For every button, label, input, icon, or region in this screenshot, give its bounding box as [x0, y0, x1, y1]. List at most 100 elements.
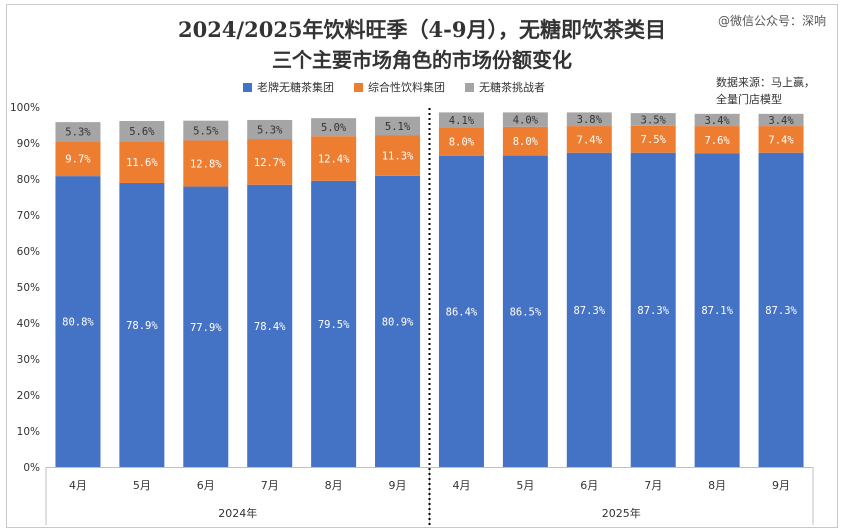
data-label-series-1: 86.4% [446, 306, 478, 318]
bar-segment-series-2 [55, 141, 101, 177]
y-tick-label: 60% [17, 246, 40, 258]
bar-segment-series-1 [630, 152, 676, 467]
data-label-series-1: 78.9% [126, 320, 158, 332]
legend-swatch-series-2 [354, 82, 363, 92]
data-label-series-1: 87.1% [701, 305, 733, 317]
source-note: 数据来源：马上赢， 全量门店模型 [716, 74, 815, 108]
bar-segment-series-1 [438, 155, 484, 467]
x-tick-label: 8月 [325, 479, 343, 492]
legend-label-series-3: 无糖茶挑战者 [479, 81, 545, 94]
bar-segment-series-2 [375, 135, 421, 176]
y-tick-label: 30% [17, 354, 40, 366]
y-tick-label: 40% [17, 318, 40, 330]
data-label-series-2: 12.4% [318, 153, 350, 165]
bar-segment-series-2 [183, 140, 229, 187]
y-tick-label: 20% [17, 390, 40, 402]
bar-segment-series-1 [375, 175, 421, 467]
legend: 老牌无糖茶集团 综合性饮料集团 无糖茶挑战者 [243, 79, 545, 95]
data-label-series-3: 4.0% [513, 115, 539, 127]
bar-segment-series-1 [694, 153, 740, 467]
data-label-series-2: 9.7% [65, 154, 91, 166]
data-label-series-3: 5.3% [257, 125, 283, 137]
bar-segment-series-1 [247, 184, 293, 467]
x-tick-label: 5月 [133, 479, 151, 492]
x-tick-label: 4月 [69, 479, 87, 492]
source-line-2: 全量门店模型 [716, 93, 782, 106]
watermark: @微信公众号：深响 [717, 14, 826, 28]
data-label-series-2: 12.7% [254, 157, 286, 169]
bar-segment-series-3 [375, 116, 421, 136]
legend-swatch-series-3 [465, 82, 474, 92]
bar-segment-series-2 [247, 139, 293, 185]
data-label-series-2: 7.4% [768, 134, 794, 146]
bar-segment-series-2 [119, 141, 165, 183]
bar-segment-series-2 [758, 126, 804, 153]
data-label-series-1: 87.3% [637, 305, 669, 317]
data-label-series-2: 7.6% [704, 135, 730, 147]
bar-segment-series-3 [247, 119, 293, 140]
bar-segment-series-1 [311, 180, 357, 468]
data-label-series-1: 80.8% [62, 317, 94, 329]
bar-segment-series-2 [438, 127, 484, 156]
data-label-series-3: 5.6% [129, 126, 155, 138]
data-label-series-3: 3.5% [641, 114, 667, 126]
data-label-series-3: 5.1% [385, 121, 411, 133]
data-label-series-1: 86.5% [510, 306, 542, 318]
data-label-series-3: 3.8% [577, 114, 603, 126]
data-label-series-1: 80.9% [382, 316, 414, 328]
data-label-series-3: 5.0% [321, 122, 347, 134]
data-label-series-1: 78.4% [254, 321, 286, 333]
bar-segment-series-3 [55, 122, 101, 142]
data-label-series-2: 7.4% [577, 134, 603, 146]
data-label-series-3: 5.3% [65, 127, 91, 139]
bar-segment-series-3 [438, 112, 484, 128]
legend-item-series-3: 无糖茶挑战者 [465, 79, 545, 95]
legend-label-series-1: 老牌无糖茶集团 [257, 81, 334, 94]
data-label-series-3: 3.4% [704, 115, 730, 127]
x-tick-label: 7月 [261, 479, 279, 492]
data-label-series-3: 5.5% [193, 126, 219, 138]
data-label-series-1: 87.3% [573, 305, 605, 317]
bar-segment-series-3 [566, 112, 612, 127]
data-label-series-2: 11.6% [126, 157, 158, 169]
data-label-series-2: 12.8% [190, 159, 222, 171]
y-tick-label: 100% [10, 102, 40, 114]
group-label: 2025年 [602, 506, 641, 520]
legend-item-series-1: 老牌无糖茶集团 [243, 79, 334, 95]
y-tick-label: 10% [17, 426, 40, 438]
y-tick-label: 50% [17, 282, 40, 294]
data-label-series-1: 87.3% [765, 305, 797, 317]
bar-segment-series-2 [694, 126, 740, 154]
bar-segment-series-2 [566, 126, 612, 153]
x-tick-label: 9月 [772, 479, 790, 492]
bar-segment-series-3 [502, 112, 548, 127]
data-label-series-3: 4.1% [449, 115, 475, 127]
bar-segment-series-1 [758, 152, 804, 467]
x-tick-label: 6月 [580, 479, 598, 492]
bar-segment-series-1 [119, 182, 165, 467]
y-tick-label: 80% [17, 174, 40, 186]
source-line-1: 数据来源：马上赢， [716, 76, 815, 89]
legend-item-series-2: 综合性饮料集团 [354, 79, 445, 95]
bar-segment-series-1 [502, 155, 548, 467]
data-label-series-2: 11.3% [382, 150, 414, 162]
bar-segment-series-2 [502, 126, 548, 156]
bar-segment-series-3 [758, 113, 804, 127]
data-label-series-2: 7.5% [641, 134, 667, 146]
bar-segment-series-3 [119, 121, 165, 142]
data-label-series-2: 8.0% [449, 137, 475, 149]
bar-segment-series-3 [311, 118, 357, 137]
data-label-series-3: 3.4% [768, 115, 794, 127]
x-tick-label: 8月 [708, 479, 726, 492]
chart-subtitle: 三个主要市场角色的市场份额变化 [272, 48, 572, 72]
bar-segment-series-2 [311, 136, 357, 181]
y-tick-label: 90% [17, 138, 40, 150]
bar-segment-series-3 [183, 120, 229, 141]
x-tick-label: 5月 [516, 479, 534, 492]
bar-segment-series-1 [55, 176, 101, 467]
y-tick-label: 70% [17, 210, 40, 222]
bar-segment-series-1 [183, 186, 229, 467]
legend-swatch-series-1 [243, 82, 252, 92]
x-tick-label: 9月 [389, 479, 407, 492]
